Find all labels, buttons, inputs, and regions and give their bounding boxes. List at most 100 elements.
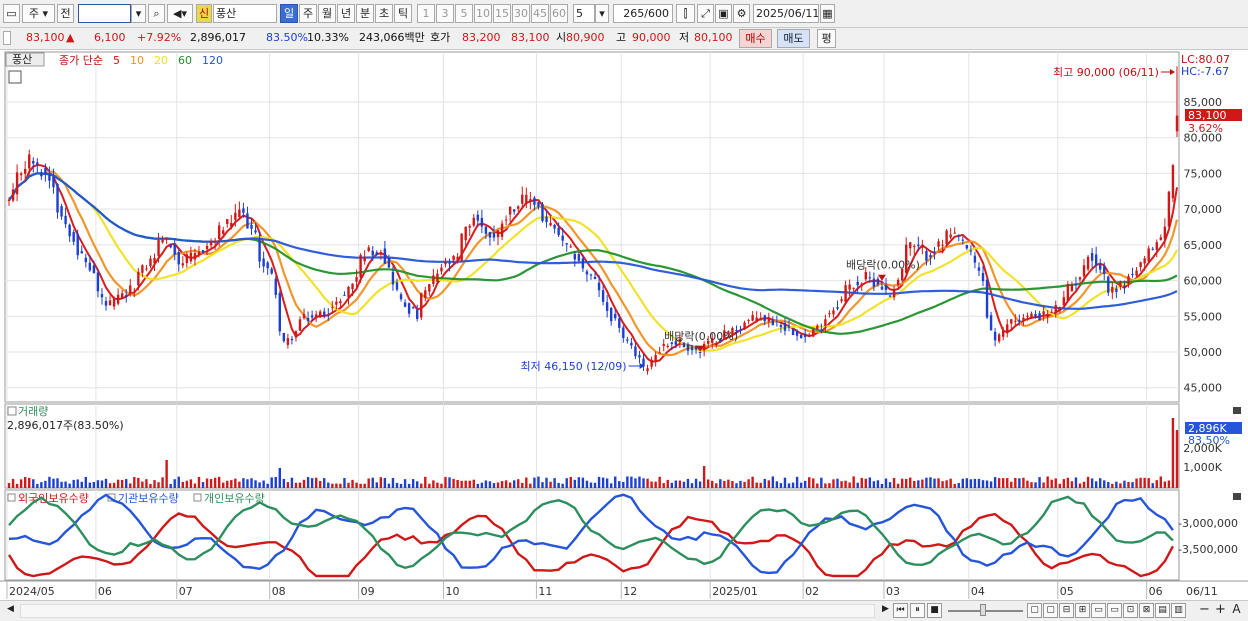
minute-option-3[interactable]: 3 (436, 4, 454, 23)
save-icon[interactable]: ▣ (715, 4, 732, 23)
unit-field[interactable]: 5 (573, 4, 595, 23)
timeframe-0[interactable]: 일 (280, 4, 298, 23)
stop-icon[interactable]: ■ (927, 603, 942, 618)
calendar-icon[interactable]: ▦ (820, 4, 835, 23)
date-field[interactable]: 2025/06/11 (753, 4, 819, 23)
count-total: /600 (644, 7, 669, 20)
volume-bar (1167, 480, 1171, 488)
candle-body (120, 293, 124, 299)
candle-body (896, 279, 900, 285)
volume-bar (141, 481, 144, 488)
scroll-right-icon[interactable]: ▶ (882, 604, 889, 614)
volume-bar (702, 466, 706, 488)
x-tick-label: 03 (886, 585, 900, 598)
volume-bar (848, 482, 851, 488)
draw-tool-icon[interactable]: ⤢ (697, 4, 714, 23)
volume-bar (492, 483, 496, 488)
volume-bar (723, 480, 726, 488)
timeframe-1[interactable]: 주 (299, 4, 317, 23)
timeframe-3[interactable]: 년 (337, 4, 355, 23)
candle-body (787, 326, 791, 328)
price-panel-frame (4, 51, 1180, 403)
rewind-icon[interactable]: ⏮ (893, 603, 908, 618)
candle-body (11, 189, 15, 201)
timeframe-6[interactable]: 틱 (394, 4, 412, 23)
candle-body (165, 237, 168, 239)
layout-10-icon[interactable]: ▥ (1171, 603, 1186, 618)
candle-type-icon[interactable]: ⫿ (676, 4, 695, 23)
volume-bar (787, 483, 791, 488)
candle-body (310, 315, 314, 318)
volume-bar (428, 483, 431, 488)
candle-body (157, 239, 160, 256)
y-tick-label: 45,000 (1184, 382, 1223, 395)
volume-bar (856, 482, 859, 488)
holding-legend-0: 외국인보유수량 (18, 492, 89, 505)
layout-3-icon[interactable]: ⊟ (1059, 603, 1074, 618)
candle-body (557, 227, 560, 236)
sell-button[interactable]: 매도 (777, 29, 810, 48)
layout-8-icon[interactable]: ⊠ (1139, 603, 1154, 618)
pause-icon[interactable]: ⏸ (910, 603, 925, 618)
minute-option-5[interactable]: 5 (455, 4, 473, 23)
volume-bar (1058, 483, 1061, 488)
stock-name-field[interactable]: 풍산 (213, 4, 277, 23)
minute-option-45[interactable]: 45 (531, 4, 549, 23)
ma20-line (8, 172, 1178, 352)
minus-icon[interactable]: − (1199, 602, 1210, 617)
candle-body (626, 339, 629, 341)
volume-bar (157, 482, 160, 488)
minute-option-1[interactable]: 1 (417, 4, 435, 23)
layout-6-icon[interactable]: ▭ (1107, 603, 1122, 618)
prev-button[interactable]: 전 (57, 4, 74, 23)
layout-7-icon[interactable]: ⊡ (1123, 603, 1138, 618)
layout-5-icon[interactable]: ▭ (1091, 603, 1106, 618)
candle-body (444, 261, 447, 265)
stock-code-input[interactable]: 103140 (78, 4, 131, 23)
speaker-icon[interactable]: ◀▾ (167, 4, 193, 23)
layout-1-icon[interactable]: ▢ (1027, 603, 1042, 618)
candle-body (549, 222, 552, 226)
unit-dropdown-icon[interactable]: ▾ (595, 4, 609, 23)
timeframe-5[interactable]: 초 (375, 4, 393, 23)
high-label: 고 (616, 31, 627, 44)
minute-option-60[interactable]: 60 (550, 4, 568, 23)
window-menu-icon[interactable]: ▭ (3, 4, 20, 23)
volume-bar (351, 479, 354, 488)
minute-option-15[interactable]: 15 (493, 4, 511, 23)
high-arrow-head (1169, 69, 1175, 75)
timeframe-2[interactable]: 월 (318, 4, 336, 23)
candle-body (403, 302, 407, 307)
volume-bar (484, 480, 488, 488)
layout-4-icon[interactable]: ⊞ (1075, 603, 1090, 618)
candle-body (407, 303, 411, 314)
layout-2-icon[interactable]: ▢ (1043, 603, 1058, 618)
minute-option-10[interactable]: 10 (474, 4, 492, 23)
volume-bar (209, 479, 213, 488)
average-button[interactable]: 평 (817, 29, 836, 48)
scroll-left-icon[interactable]: ◀ (7, 604, 14, 614)
volume-bar (727, 479, 730, 488)
minute-option-30[interactable]: 30 (512, 4, 530, 23)
plus-icon[interactable]: + (1215, 602, 1226, 617)
code-dropdown-icon[interactable]: ▾ (131, 4, 146, 23)
gear-icon[interactable]: ⚙ (733, 4, 750, 23)
zoom-slider-thumb[interactable] (980, 604, 986, 616)
period-select[interactable]: 주 ▾ (22, 4, 55, 23)
buy-button[interactable]: 매수 (739, 29, 772, 48)
current-price-text: 83,100 (1188, 109, 1227, 122)
up-arrow-icon: ▲ (66, 31, 75, 44)
timeframe-4[interactable]: 분 (356, 4, 374, 23)
search-icon[interactable]: ⌕ (148, 4, 165, 23)
candle-body (747, 319, 750, 321)
layout-9-icon[interactable]: ▤ (1155, 603, 1170, 618)
count-field[interactable]: 265/600 (613, 4, 673, 23)
scroll-track[interactable] (20, 604, 875, 618)
shin-badge[interactable]: 신 (196, 4, 212, 23)
volume-bar (751, 476, 754, 488)
font-size-icon[interactable]: A (1232, 602, 1241, 616)
period-label: 주 (28, 7, 40, 20)
volume-bar (177, 476, 180, 488)
volume-bar (969, 479, 973, 488)
